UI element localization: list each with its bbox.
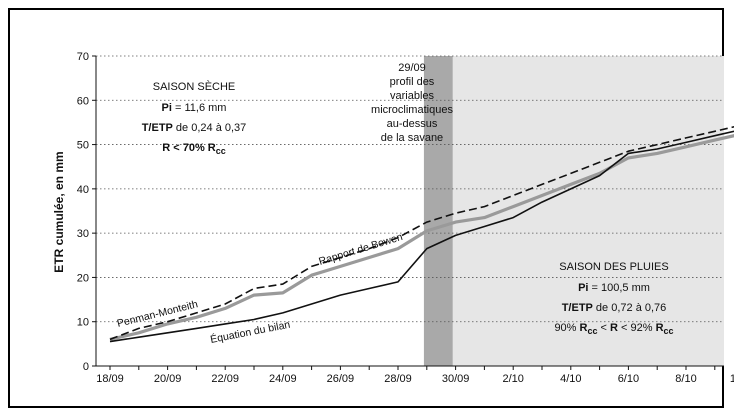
rainy-season-tetp: T/ETP de 0,72 à 0,76 <box>562 302 667 314</box>
dry-season-pi: Pi = 11,6 mm <box>162 102 227 114</box>
series-line-2 <box>109 130 734 343</box>
rainy-season-pi: Pi = 100,5 mm <box>578 282 650 294</box>
rainy-season-annotation: SAISON DES PLUIES Pi = 100,5 mm T/ETP de… <box>554 261 673 336</box>
x-tick-label: 26/09 <box>327 373 355 385</box>
profile-annotation-line: variables <box>390 90 435 102</box>
dry-season-annotation: SAISON SÈCHE Pi = 11,6 mm T/ETP de 0,24 … <box>142 80 247 156</box>
profile-annotation-line: au-dessus <box>387 118 438 130</box>
series-label-penman-monteith: Penman-Monteith <box>116 298 199 330</box>
rainy-season-title: SAISON DES PLUIES <box>559 261 668 273</box>
x-tick-label: 18/09 <box>96 373 124 385</box>
axes <box>92 55 724 370</box>
y-tick-label: 40 <box>77 184 89 196</box>
x-tick-label: 24/09 <box>269 373 297 385</box>
x-tick-label: 4/10 <box>560 373 581 385</box>
y-tick-label: 30 <box>77 228 89 240</box>
grid-lines <box>96 55 724 323</box>
x-tick-label: 2/10 <box>502 373 523 385</box>
dry-season-r: R < 70% Rcc <box>162 142 226 156</box>
dry-season-tetp: T/ETP de 0,24 à 0,37 <box>142 122 247 134</box>
y-tick-labels: 0 10 20 30 40 50 60 70 <box>77 51 89 373</box>
series-group <box>109 126 734 343</box>
y-axis-label: ETR cumulée, en mm <box>52 151 66 272</box>
profile-annotation-line: profil des <box>390 76 435 88</box>
rainy-season-r: 90% Rcc < R < 92% Rcc <box>554 322 673 336</box>
y-tick-label: 70 <box>77 51 89 63</box>
x-tick-label: 8/10 <box>675 373 696 385</box>
x-tick-label: 6/10 <box>618 373 639 385</box>
x-tick-label: 10/10 <box>730 373 734 385</box>
x-tick-label: 20/09 <box>154 373 182 385</box>
profile-annotation-line: 29/09 <box>398 62 426 74</box>
y-tick-label: 20 <box>77 272 89 284</box>
rainy-season-background <box>452 56 724 366</box>
x-tick-label: 22/09 <box>211 373 239 385</box>
profile-annotation-line: microclimatiques <box>371 104 453 116</box>
dry-season-title: SAISON SÈCHE <box>153 80 236 93</box>
x-tick-label: 28/09 <box>384 373 412 385</box>
y-tick-label: 10 <box>77 317 89 329</box>
profile-annotation: 29/09 profil des variables microclimatiques… <box>371 62 453 144</box>
x-tick-labels: 18/09 20/09 22/09 24/09 26/09 28/09 30/09 2/10 4… <box>96 373 734 385</box>
profile-date-band <box>423 56 453 366</box>
y-tick-label: 50 <box>77 140 89 152</box>
y-tick-label: 0 <box>83 361 89 373</box>
x-tick-label: 30/09 <box>442 373 470 385</box>
series-line-1 <box>109 134 734 341</box>
y-tick-label: 60 <box>77 95 89 107</box>
series-line-0 <box>109 126 734 341</box>
profile-annotation-line: de la savane <box>381 132 443 144</box>
